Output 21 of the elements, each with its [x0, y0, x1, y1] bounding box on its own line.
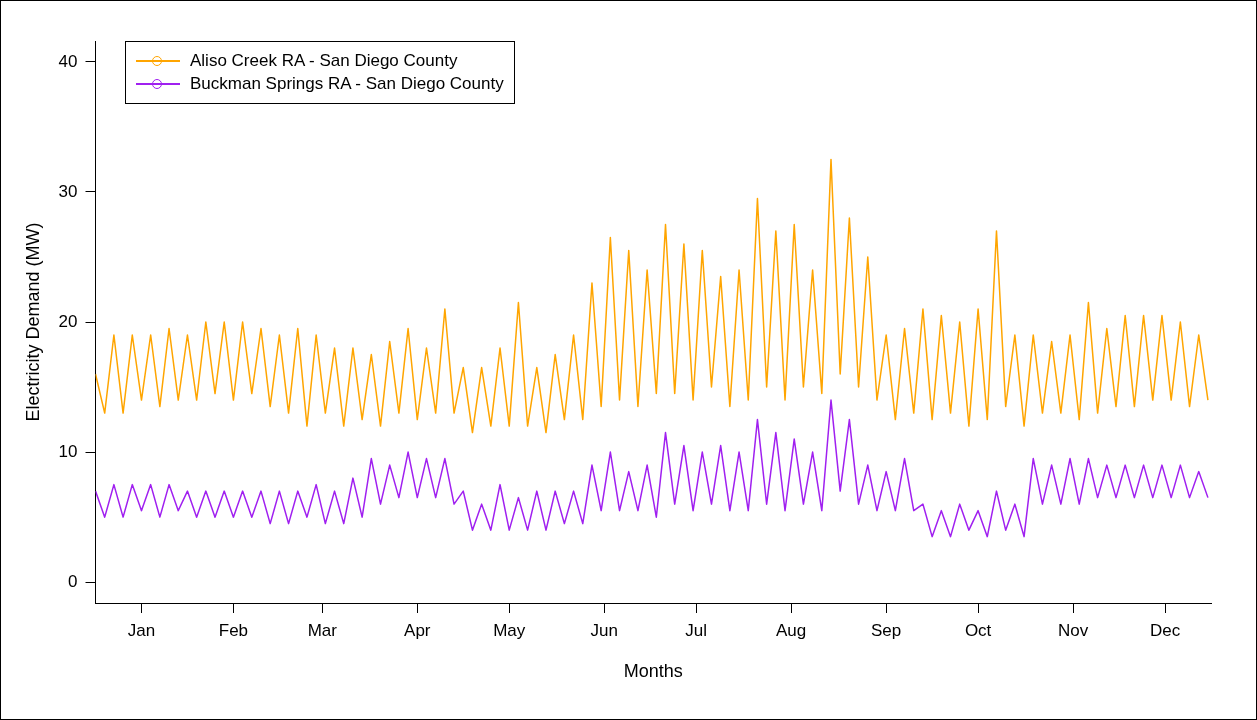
x-tick-label: Jun: [590, 620, 618, 640]
x-tick-label: Jul: [685, 620, 708, 640]
legend-label: Buckman Springs RA - San Diego County: [190, 74, 504, 94]
y-tick-label: 20: [58, 311, 78, 331]
x-tick-label: May: [493, 620, 526, 640]
x-tick-label: Dec: [1149, 620, 1181, 640]
y-tick-label: 0: [68, 571, 78, 591]
y-tick-label: 40: [58, 51, 78, 71]
x-tick-label: Mar: [307, 620, 338, 640]
x-tick-label: Apr: [404, 620, 431, 640]
x-tick-label: Sep: [871, 620, 902, 640]
x-tick-label: Aug: [776, 620, 807, 640]
x-tick-label: Nov: [1057, 620, 1089, 640]
y-tick-label: 30: [58, 181, 78, 201]
x-tick-label: Oct: [964, 620, 992, 640]
legend-label: Aliso Creek RA - San Diego County: [190, 51, 458, 71]
x-tick-label: Jan: [127, 620, 156, 640]
y-tick-label: 10: [58, 441, 78, 461]
y-axis-title: Electricity Demand (MW): [22, 222, 43, 422]
x-tick-label: Feb: [218, 620, 249, 640]
x-axis-title: Months: [623, 661, 683, 682]
